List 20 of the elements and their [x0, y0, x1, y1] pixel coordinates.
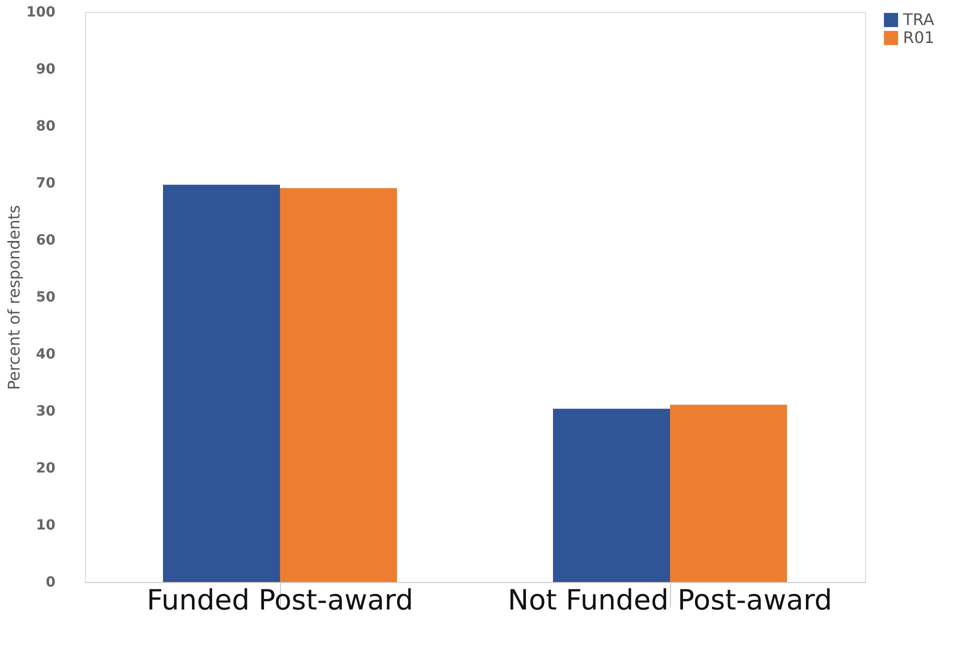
- legend-label: TRA: [902, 10, 934, 29]
- bar: [163, 184, 280, 582]
- y-tick-label: 40: [36, 346, 56, 362]
- y-tick-label: 60: [36, 232, 56, 248]
- y-tick-label: 20: [36, 460, 56, 476]
- y-tick-label: 10: [36, 518, 56, 534]
- bar: [280, 188, 397, 582]
- y-tick-label: 80: [36, 118, 56, 134]
- x-tick-label: Funded Post-award: [146, 584, 414, 616]
- bar: [553, 408, 670, 582]
- y-tick-label: 30: [36, 404, 56, 420]
- y-axis-title: Percent of respondents: [4, 204, 24, 390]
- y-tick-label: 0: [46, 574, 56, 590]
- y-tick-label: 70: [36, 176, 56, 192]
- bar: [670, 404, 787, 582]
- y-tick-label: 100: [26, 4, 56, 20]
- y-tick-label: 90: [36, 62, 56, 78]
- y-tick-label: 50: [36, 290, 56, 306]
- legend-label: R01: [903, 28, 934, 47]
- x-tick-label: Not Funded Post-award: [508, 584, 832, 616]
